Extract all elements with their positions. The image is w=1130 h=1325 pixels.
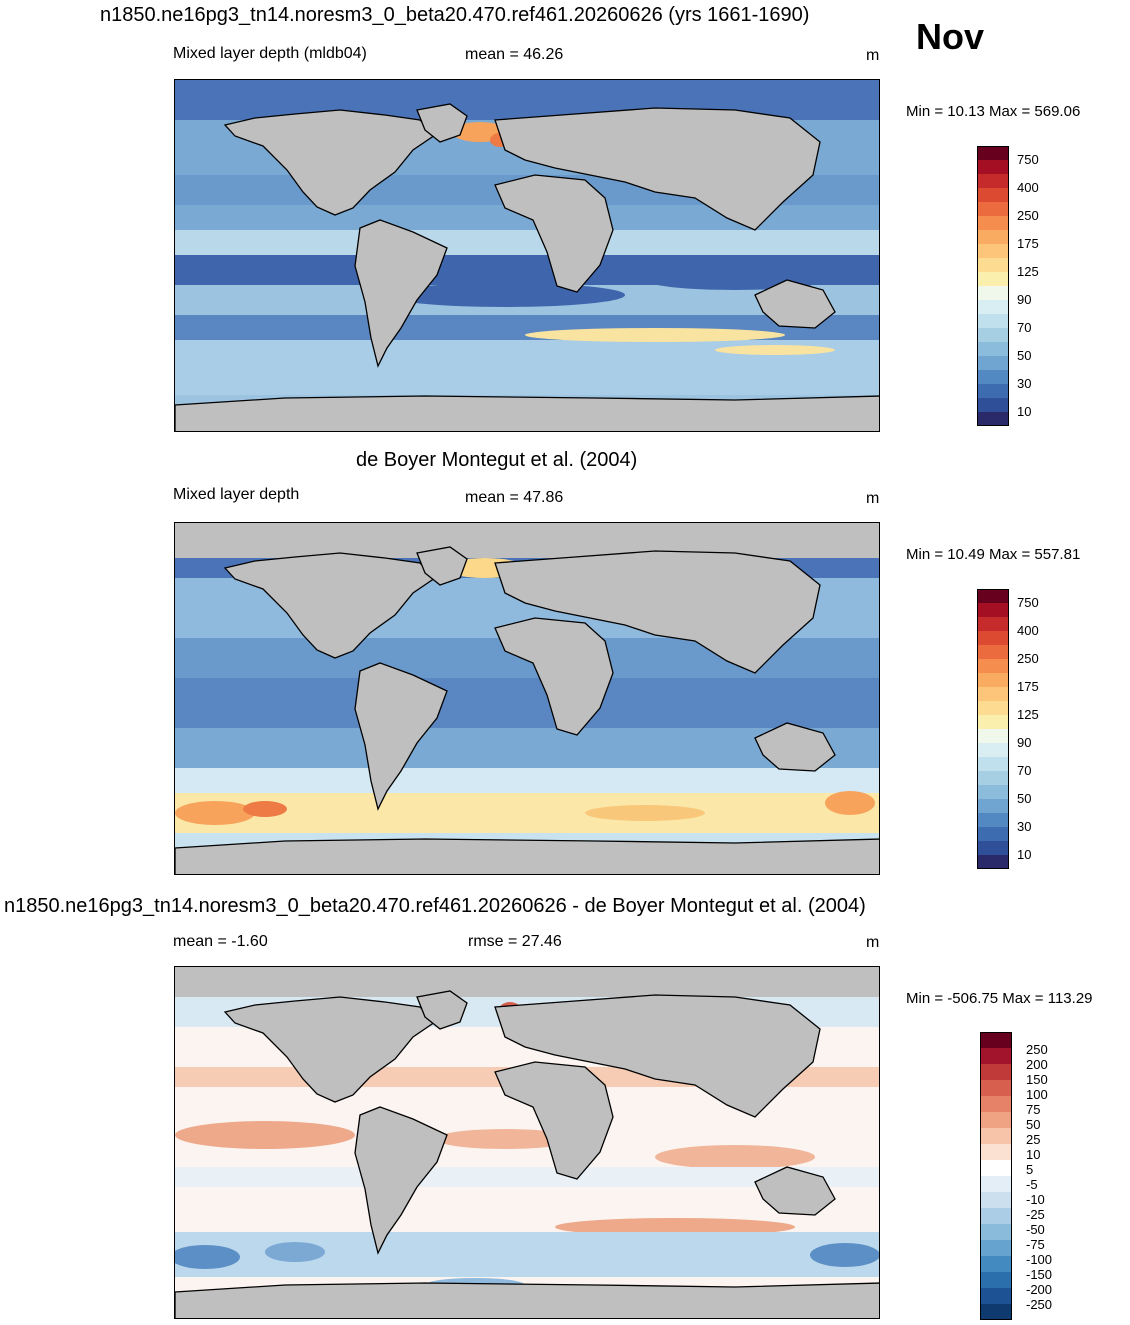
colorbar-label: 175 [1017,236,1039,251]
panel2-minmax: Min = 10.49 Max = 557.81 [906,546,1081,563]
panel3-minmax: Min = -506.75 Max = 113.29 [906,990,1093,1007]
colorbar-label: 50 [1017,348,1032,363]
panel3-section-title: n1850.ne16pg3_tn14.noresm3_0_beta20.470.… [4,895,866,917]
colorbar-label: 250 [1017,651,1039,666]
colorbar-label: 400 [1017,623,1039,638]
colorbar-label: 30 [1017,376,1032,391]
colorbar-label: 90 [1017,735,1032,750]
panel3-rmse: rmse = 27.46 [468,933,562,950]
panel2-left-label: Mixed layer depth [173,486,300,503]
case-title: n1850.ne16pg3_tn14.noresm3_0_beta20.470.… [100,4,810,26]
obs-mld-map [175,523,879,874]
colorbar-label: 50 [1017,791,1032,806]
colorbar-label: 50 [1026,1117,1041,1132]
panel1-map [174,79,880,432]
diff-mld-map [175,967,879,1318]
panel2-section-title: de Boyer Montegut et al. (2004) [356,449,638,471]
panel3-units: m [866,934,880,951]
colorbar-label: -50 [1026,1222,1045,1237]
colorbar-label: 25 [1026,1132,1041,1147]
colorbar-label: -10 [1026,1192,1045,1207]
panel1-left-label: Mixed layer depth (mldb04) [173,45,367,62]
model-mld-map [175,80,879,431]
colorbar-label: -150 [1026,1267,1053,1282]
colorbar-label: 125 [1017,264,1039,279]
colorbar-label: 75 [1026,1102,1041,1117]
colorbar-label: 10 [1017,847,1032,862]
panel2-mean: mean = 47.86 [465,489,564,506]
colorbar-label: 125 [1017,707,1039,722]
panel2-units: m [866,490,880,507]
colorbar-label: 250 [1017,208,1039,223]
panel2-map [174,522,880,875]
colorbar-label: 90 [1017,292,1032,307]
colorbar-label: 10 [1017,404,1032,419]
panel1-minmax: Min = 10.13 Max = 569.06 [906,103,1081,120]
colorbar-label: 200 [1026,1057,1048,1072]
panel3-map [174,966,880,1319]
colorbar-label: -200 [1026,1282,1053,1297]
colorbar-label: 70 [1017,763,1032,778]
colorbar-label: 5 [1026,1162,1034,1177]
colorbar-label: -75 [1026,1237,1045,1252]
colorbar-label: 400 [1017,180,1039,195]
panel3-mean: mean = -1.60 [173,933,268,950]
colorbar-label: 750 [1017,152,1039,167]
panel1-units: m [866,47,880,64]
colorbar-label: 10 [1026,1147,1041,1162]
colorbar-label: 150 [1026,1072,1048,1087]
colorbar-label: 175 [1017,679,1039,694]
panel1-mean: mean = 46.26 [465,46,564,63]
colorbar-label: -25 [1026,1207,1045,1222]
colorbar-label: -250 [1026,1297,1053,1312]
colorbar-label: 250 [1026,1042,1048,1057]
colorbar-label: 750 [1017,595,1039,610]
colorbar-label: 70 [1017,320,1032,335]
month-label: Nov [916,16,985,57]
colorbar-label: 30 [1017,819,1032,834]
colorbar-label: 100 [1026,1087,1048,1102]
colorbar-label: -5 [1026,1177,1038,1192]
colorbar-label: -100 [1026,1252,1053,1267]
